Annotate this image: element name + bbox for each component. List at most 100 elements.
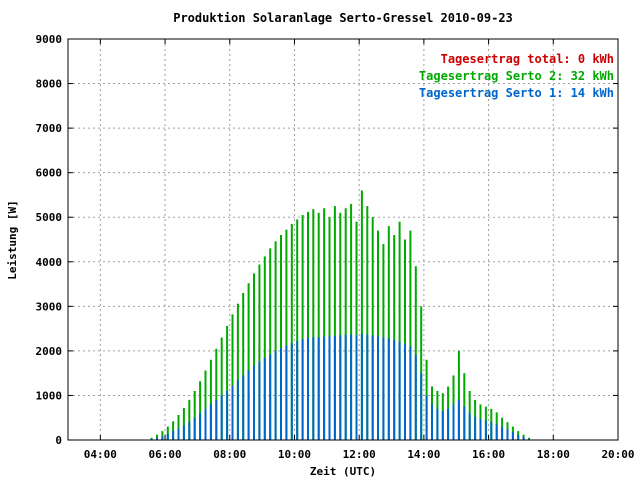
bar-serto-1: [166, 433, 169, 440]
bar-serto-1: [182, 425, 185, 440]
y-tick-label: 8000: [36, 78, 63, 91]
bar-serto-1: [414, 355, 417, 440]
bar-serto-1: [231, 385, 234, 440]
bar-serto-2: [199, 381, 202, 440]
x-tick-label: 04:00: [84, 448, 117, 461]
bar-serto-1: [447, 408, 450, 440]
bar-serto-1: [339, 335, 342, 440]
bar-serto-2: [398, 221, 401, 440]
bar-serto-1: [463, 406, 466, 440]
bar-serto-2: [166, 426, 169, 440]
bar-serto-2: [387, 226, 390, 440]
bar-serto-2: [231, 314, 234, 440]
bar-serto-2: [150, 437, 153, 440]
bar-serto-2: [366, 206, 369, 440]
bar-serto-1: [193, 417, 196, 440]
bar-serto-2: [404, 239, 406, 440]
bar-serto-2: [350, 203, 353, 440]
bar-serto-2: [296, 219, 299, 440]
bar-serto-1: [404, 344, 406, 440]
bar-serto-1: [501, 426, 504, 440]
bar-serto-1: [188, 421, 191, 440]
bar-serto-1: [172, 431, 175, 440]
legend: Tagesertrag total: 0 kWh Tagesertrag Sert…: [419, 52, 614, 100]
bar-serto-2: [301, 215, 304, 440]
bar-serto-1: [420, 373, 423, 440]
bar-serto-2: [193, 391, 196, 440]
bar-serto-1: [247, 370, 250, 440]
x-tick-label: 12:00: [343, 448, 376, 461]
legend-entry: Tagesertrag Serto 1: 14 kWh: [419, 86, 614, 100]
bar-serto-1: [301, 339, 304, 440]
bar-serto-1: [161, 436, 164, 440]
bar-serto-1: [360, 334, 363, 440]
chart-title: Produktion Solaranlage Serto-Gressel 201…: [173, 11, 513, 25]
bar-serto-1: [468, 413, 471, 440]
bar-serto-1: [333, 335, 336, 440]
bar-serto-2: [156, 434, 158, 440]
bar-serto-1: [290, 343, 293, 440]
bar-serto-1: [484, 420, 487, 440]
bar-serto-1: [495, 424, 498, 440]
y-tick-label: 4000: [36, 256, 63, 269]
bar-serto-1: [258, 362, 261, 440]
bar-serto-2: [177, 415, 180, 440]
bar-serto-1: [242, 375, 245, 440]
bar-serto-1: [479, 419, 482, 440]
bar-serto-1: [312, 337, 315, 440]
legend-entry: Tagesertrag Serto 2: 32 kWh: [419, 69, 614, 83]
bar-serto-1: [511, 432, 514, 440]
bar-serto-1: [328, 336, 331, 440]
bar-serto-1: [355, 335, 358, 440]
y-axis: 0 1000 2000 3000 4000 5000 6000 7000 8000 9000: [36, 33, 618, 447]
bar-serto-1: [220, 395, 223, 440]
bar-serto-2: [280, 235, 282, 440]
bar-serto-1: [522, 436, 525, 440]
x-tick-label: 20:00: [601, 448, 634, 461]
bar-serto-1: [457, 399, 460, 440]
bar-serto-2: [269, 248, 272, 440]
bar-serto-1: [204, 408, 207, 440]
bar-serto-2: [371, 217, 374, 440]
bar-serto-1: [377, 336, 379, 440]
y-tick-label: 2000: [36, 345, 63, 358]
bar-serto-1: [371, 335, 374, 440]
x-tick-label: 10:00: [278, 448, 311, 461]
bar-serto-1: [490, 422, 493, 440]
bar-serto-2: [209, 359, 212, 440]
bar-serto-1: [474, 416, 477, 440]
bar-serto-2: [263, 256, 266, 440]
bar-serto-1: [280, 348, 282, 440]
bar-serto-1: [226, 391, 229, 440]
y-tick-label: 3000: [36, 300, 63, 313]
bar-serto-2: [339, 212, 342, 440]
bar-serto-2: [328, 217, 331, 440]
bar-serto-1: [209, 404, 212, 440]
bar-serto-1: [452, 404, 455, 440]
bar-serto-2: [409, 230, 412, 440]
bar-serto-1: [274, 350, 277, 440]
x-axis: 04:00 06:00 08:00 10:00 12:00 14:00 16:00 18:00…: [84, 39, 635, 461]
bar-serto-1: [269, 354, 272, 440]
bar-serto-1: [431, 404, 433, 440]
y-tick-label: 5000: [36, 211, 63, 224]
bar-serto-2: [393, 235, 396, 440]
bar-serto-2: [258, 264, 261, 440]
bar-serto-1: [382, 337, 385, 440]
bar-serto-2: [220, 337, 223, 440]
bar-serto-1: [236, 380, 239, 440]
bar-serto-2: [290, 223, 293, 440]
bar-serto-1: [177, 428, 180, 440]
bar-serto-1: [441, 411, 444, 440]
bar-serto-1: [506, 429, 509, 440]
bar-serto-2: [247, 283, 250, 440]
bar-serto-2: [172, 421, 175, 440]
data-bars: [150, 190, 530, 441]
bar-serto-2: [420, 306, 423, 440]
bar-serto-2: [215, 348, 218, 440]
bar-serto-2: [528, 437, 530, 440]
bar-serto-2: [161, 431, 164, 440]
bar-serto-2: [285, 229, 288, 440]
y-tick-label: 1000: [36, 389, 63, 402]
bar-serto-2: [414, 266, 417, 440]
